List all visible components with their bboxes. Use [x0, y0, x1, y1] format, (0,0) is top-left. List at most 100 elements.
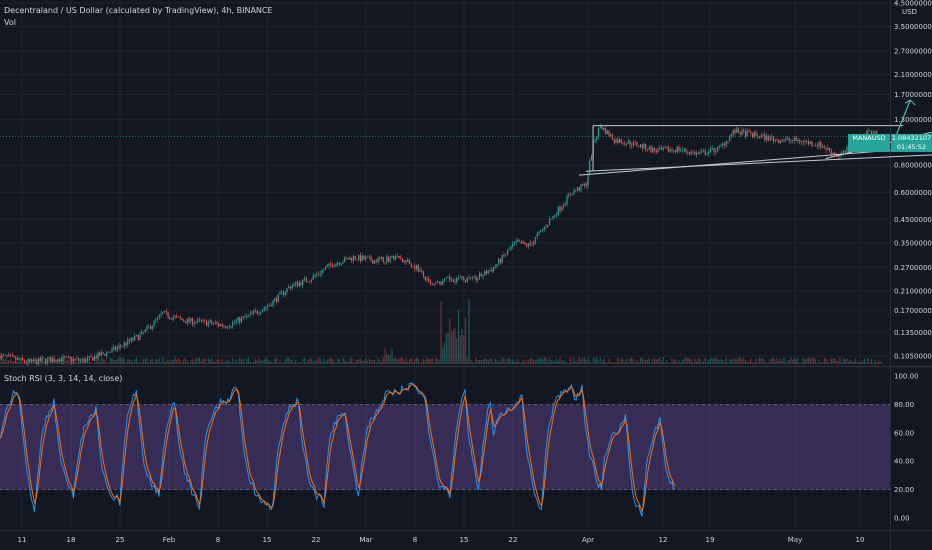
- volume-bar: [580, 359, 582, 364]
- candle-body: [522, 242, 524, 244]
- volume-bar: [660, 361, 663, 364]
- volume-bar: [86, 358, 89, 364]
- candle-body: [415, 264, 418, 270]
- candle-body: [799, 140, 801, 143]
- candle-body: [174, 316, 176, 318]
- candle-body: [6, 354, 8, 357]
- candle-body: [652, 147, 654, 153]
- candle-body: [429, 281, 432, 285]
- volume-bar: [69, 360, 71, 364]
- volume-bar: [16, 361, 19, 364]
- volume-bar: [415, 357, 418, 364]
- candle-body: [594, 140, 596, 141]
- volume-bar: [162, 357, 164, 364]
- time-axis-label: 12: [659, 536, 668, 544]
- candle-body: [15, 356, 17, 360]
- candle-body: [319, 273, 321, 275]
- candle-body: [198, 319, 201, 321]
- volume-bar: [881, 362, 883, 364]
- candle-body: [359, 255, 362, 261]
- candle-body: [540, 230, 542, 232]
- volume-bar: [786, 360, 789, 364]
- candle-body: [573, 190, 575, 195]
- volume-bar: [746, 362, 748, 364]
- volume-bar: [239, 357, 241, 364]
- candle-body: [247, 314, 250, 316]
- volume-bar: [779, 358, 782, 364]
- volume-bar: [676, 361, 678, 364]
- candle-body: [513, 242, 516, 245]
- volume-bar: [135, 357, 138, 364]
- candle-body: [454, 281, 456, 283]
- volume-bar: [561, 360, 563, 364]
- volume-bar: [305, 362, 307, 364]
- candle-body: [267, 306, 269, 308]
- candle-body: [249, 312, 251, 315]
- candle-body: [55, 360, 57, 362]
- volume-bar: [344, 360, 346, 364]
- volume-bar: [6, 360, 8, 364]
- candle-body: [148, 326, 150, 327]
- volume-bar: [596, 357, 598, 364]
- volume-bar: [680, 361, 682, 364]
- volume-bar: [326, 359, 328, 364]
- volume-bar: [627, 362, 629, 364]
- last-price-tag: 1.08432107 01:45:52: [891, 134, 932, 152]
- volume-bar: [538, 357, 540, 364]
- volume-bar: [610, 361, 612, 364]
- candle-body: [631, 145, 633, 146]
- volume-bar: [526, 359, 528, 364]
- candle-body: [463, 276, 465, 280]
- time-axis-label: 8: [413, 536, 417, 544]
- candle-body: [599, 125, 601, 128]
- volume-bar: [797, 358, 799, 364]
- volume-bar: [788, 360, 790, 364]
- volume-bar: [666, 360, 668, 364]
- candle-body: [22, 357, 24, 360]
- candle-body: [576, 187, 579, 191]
- candle-body: [291, 285, 293, 289]
- candle-body: [127, 339, 129, 346]
- candle-body: [650, 146, 652, 153]
- candle-body: [370, 256, 372, 261]
- candle-body: [491, 269, 493, 272]
- candle-body: [622, 143, 624, 144]
- volume-bar: [837, 360, 839, 364]
- volume-bar: [683, 358, 685, 364]
- volume-bar: [634, 362, 636, 364]
- volume-bar: [478, 360, 481, 364]
- volume-bar: [697, 357, 699, 364]
- volume-bar: [426, 357, 428, 364]
- volume-bar: [440, 301, 442, 364]
- candle-body: [20, 357, 22, 360]
- candle-body: [92, 357, 94, 361]
- volume-bar: [785, 362, 787, 364]
- candle-body: [60, 358, 62, 362]
- volume-bar: [450, 331, 453, 364]
- candle-body: [43, 358, 45, 359]
- time-axis-label: May: [788, 536, 802, 544]
- volume-bar: [758, 357, 761, 364]
- volume-bar: [664, 361, 666, 364]
- candle-body: [690, 151, 692, 155]
- volume-bar: [286, 357, 288, 364]
- candle-body: [384, 261, 386, 263]
- candle-body: [797, 140, 799, 141]
- volume-bar: [669, 362, 671, 364]
- volume-bar: [443, 342, 446, 364]
- volume-bar: [118, 357, 120, 364]
- volume-bar: [120, 357, 122, 364]
- volume-bar: [477, 360, 479, 364]
- volume-bar: [529, 357, 531, 364]
- volume-bar: [489, 358, 491, 364]
- candle-body: [608, 130, 610, 137]
- candle-body: [657, 149, 659, 153]
- bar-countdown: 01:45:52: [896, 143, 927, 151]
- candle-body: [678, 147, 680, 151]
- candle-body: [874, 131, 876, 134]
- volume-bar: [555, 358, 558, 364]
- volume-bar: [485, 358, 488, 364]
- volume-bar: [655, 359, 657, 364]
